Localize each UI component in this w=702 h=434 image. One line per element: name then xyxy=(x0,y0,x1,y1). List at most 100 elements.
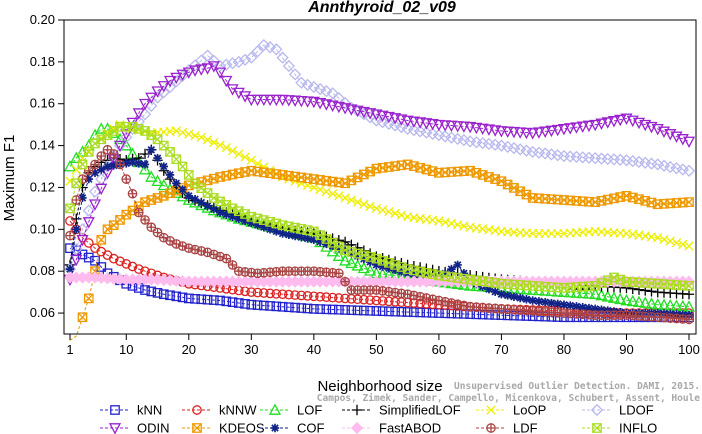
marker-cof xyxy=(265,225,275,234)
marker-odin xyxy=(532,127,546,139)
marker-knnw xyxy=(83,238,94,248)
marker-loop xyxy=(340,193,350,203)
marker-knn xyxy=(283,302,294,313)
marker-knn xyxy=(390,306,400,317)
marker-knn xyxy=(152,287,163,298)
marker-cof xyxy=(322,239,331,249)
marker-odin xyxy=(282,95,295,107)
marker-loop xyxy=(209,137,219,148)
marker-cof xyxy=(528,296,537,305)
marker-kdeos xyxy=(521,189,532,200)
marker-odin xyxy=(120,129,133,141)
marker-ldof xyxy=(151,91,164,104)
marker-cof xyxy=(309,235,319,244)
marker-cof xyxy=(78,193,87,203)
marker-ldf xyxy=(96,151,107,161)
marker-ldf xyxy=(71,195,82,205)
marker-odin xyxy=(526,128,539,140)
marker-odin xyxy=(432,119,445,132)
marker-knnw xyxy=(133,264,144,274)
legend-item-ldof: LDOF xyxy=(582,403,654,418)
marker-cof xyxy=(522,295,531,304)
marker-odin xyxy=(614,114,627,127)
legend-marker xyxy=(350,421,364,434)
marker-ldf xyxy=(246,267,257,278)
marker-odin xyxy=(507,126,521,139)
marker-cof xyxy=(415,270,425,280)
marker-ldf xyxy=(240,267,250,277)
marker-knn xyxy=(252,300,263,310)
series-odin xyxy=(63,61,696,287)
y-tick-label: 0.08 xyxy=(30,263,55,278)
marker-knnw xyxy=(258,288,269,298)
marker-odin xyxy=(82,217,95,229)
marker-knn xyxy=(359,305,369,316)
x-tick-label: 50 xyxy=(369,342,383,357)
marker-odin xyxy=(157,81,170,93)
marker-knnw xyxy=(365,295,375,305)
marker-loop xyxy=(240,152,250,162)
marker-inflo xyxy=(634,277,644,288)
marker-loop xyxy=(177,127,188,138)
marker-cof xyxy=(559,300,569,309)
legend-marker xyxy=(590,403,604,417)
marker-ldof xyxy=(226,57,239,70)
marker-loop xyxy=(659,234,669,245)
marker-knn xyxy=(334,304,344,315)
x-tick-label: 90 xyxy=(619,342,633,357)
marker-kdeos xyxy=(465,165,476,176)
series-line-kdeos xyxy=(69,163,690,341)
y-tick-label: 0.10 xyxy=(30,221,55,236)
marker-cof xyxy=(84,174,93,184)
marker-cof xyxy=(284,230,294,239)
marker-cof xyxy=(497,290,506,299)
marker-ldof xyxy=(307,80,320,94)
marker-odin xyxy=(495,126,508,138)
y-tick-label: 0.14 xyxy=(30,138,55,153)
marker-loop xyxy=(234,149,244,159)
marker-cof xyxy=(178,185,187,194)
marker-ldf xyxy=(221,253,232,264)
y-tick-label: 0.16 xyxy=(30,96,55,111)
marker-ldf xyxy=(133,207,144,218)
marker-loop xyxy=(371,203,382,214)
marker-cof xyxy=(534,297,544,306)
marker-inflo xyxy=(177,161,188,172)
marker-ldof xyxy=(301,78,314,92)
marker-knn xyxy=(352,305,363,316)
marker-ldof xyxy=(288,68,302,81)
marker-ldf xyxy=(146,222,157,233)
marker-ldof xyxy=(332,92,345,105)
marker-odin xyxy=(151,86,164,98)
marker-knn xyxy=(365,305,375,316)
legend-item-ldf: LDF xyxy=(476,421,538,434)
marker-loop xyxy=(359,199,369,209)
marker-knnw xyxy=(321,292,332,303)
marker-ldf xyxy=(121,174,132,184)
x-tick-label: 30 xyxy=(244,342,258,357)
marker-knnw xyxy=(371,295,382,306)
marker-knn xyxy=(196,294,207,305)
marker-lof xyxy=(576,286,589,299)
marker-knnw xyxy=(352,294,363,305)
marker-ldof xyxy=(201,49,214,62)
marker-kdeos xyxy=(96,234,107,245)
marker-cof xyxy=(459,269,469,278)
marker-knnw xyxy=(308,291,319,302)
legend: kNN kNNW LOF SimplifiedLOF LoOP LDOF ODIN KDEOS… xyxy=(100,403,657,434)
marker-cof xyxy=(365,257,375,267)
marker-cof xyxy=(566,301,575,310)
marker-odin xyxy=(407,116,420,128)
marker-knnw xyxy=(252,287,263,298)
marker-knn xyxy=(65,243,75,254)
marker-inflo xyxy=(183,170,194,180)
marker-cof xyxy=(272,227,281,236)
legend-label: SimplifiedLOF xyxy=(379,403,461,418)
marker-knnw xyxy=(265,288,275,299)
legend-item-knnw: kNNW xyxy=(182,403,257,418)
marker-odin xyxy=(182,67,195,79)
watermark-line: Campos, Zimek, Sander, Campello, Micenko… xyxy=(317,393,700,404)
marker-loop xyxy=(190,130,200,141)
marker-loop xyxy=(184,129,194,139)
marker-odin xyxy=(682,136,696,148)
